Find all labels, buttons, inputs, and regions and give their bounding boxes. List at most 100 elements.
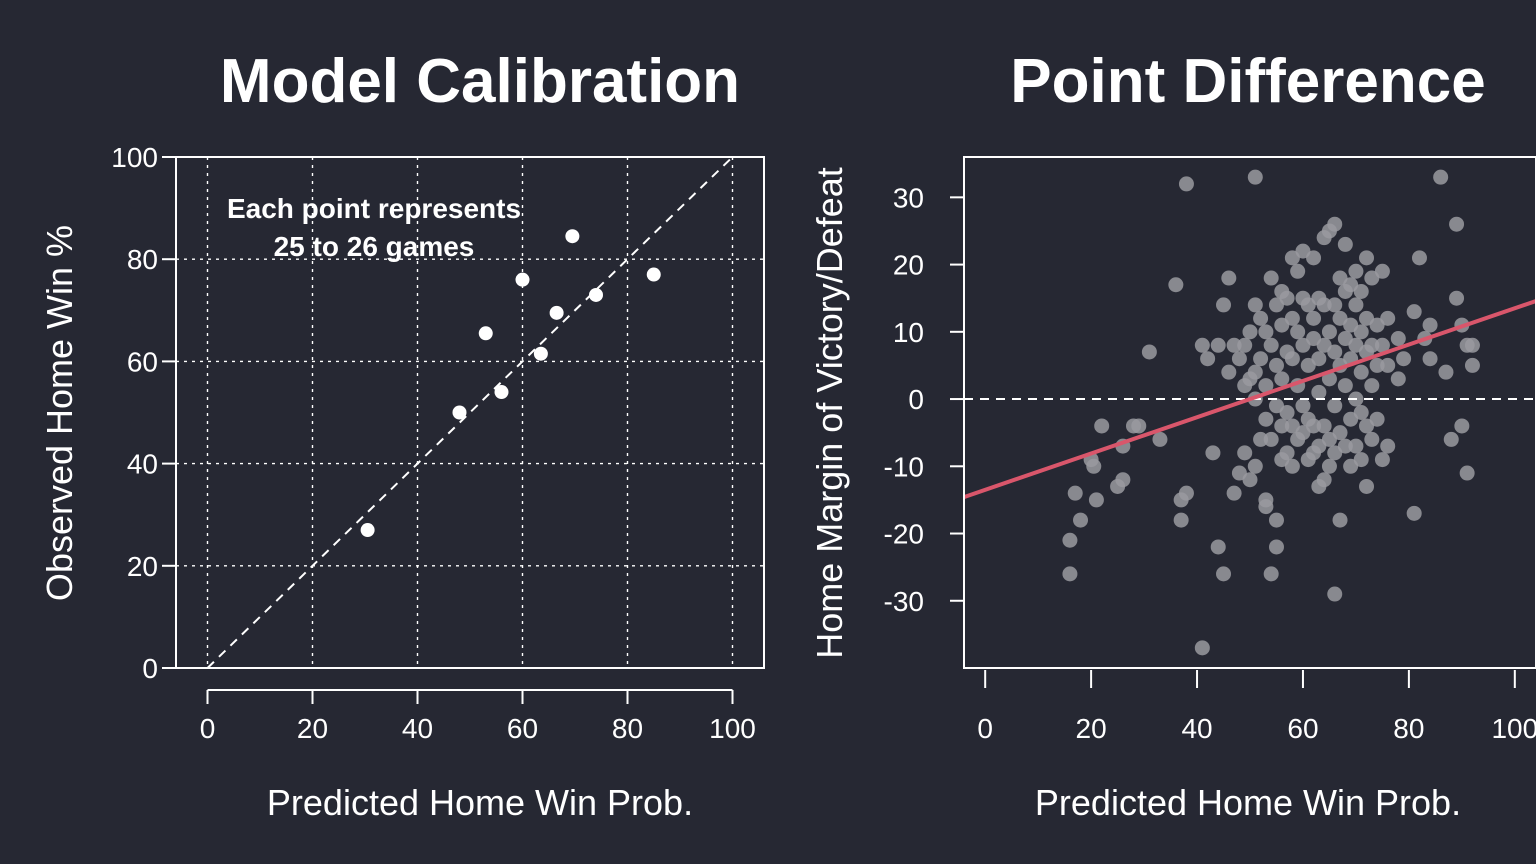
calibration-reference-line <box>206 156 734 669</box>
point-difference-point <box>1131 418 1147 434</box>
point-difference-point <box>1253 351 1269 367</box>
point-difference-point <box>1062 532 1078 548</box>
point-difference-point <box>1284 310 1300 326</box>
point-difference-y-tick-label: -20 <box>884 519 924 550</box>
point-difference-point <box>1168 277 1184 293</box>
point-difference-point <box>1374 337 1390 353</box>
point-difference-point <box>1141 344 1157 360</box>
point-difference-point <box>1337 236 1353 252</box>
point-difference-point <box>1327 297 1343 313</box>
point-difference-title: Point Difference <box>1010 47 1485 116</box>
point-difference-y-tick-label: -30 <box>884 586 924 617</box>
point-difference-point <box>1200 351 1216 367</box>
point-difference-point <box>1258 499 1274 515</box>
calibration-x-ticks: 0 20 40 60 80 100 <box>200 689 756 744</box>
point-difference-point <box>1380 310 1396 326</box>
point-difference-point <box>1396 351 1412 367</box>
point-difference-point <box>1364 378 1380 394</box>
calibration-x-axis-label: Predicted Home Win Prob. <box>267 782 693 823</box>
point-difference-point <box>1316 418 1332 434</box>
point-difference-point <box>1348 438 1364 454</box>
point-difference-point <box>1369 357 1385 373</box>
point-difference-point <box>1380 438 1396 454</box>
point-difference-point <box>1088 492 1104 508</box>
point-difference-x-tick-label: 80 <box>1393 713 1424 744</box>
point-difference-point <box>1290 263 1306 279</box>
point-difference-point <box>1353 405 1369 420</box>
point-difference-point <box>1327 398 1343 414</box>
point-difference-point <box>1194 337 1210 353</box>
point-difference-point <box>1443 431 1459 447</box>
point-difference-point <box>1327 586 1343 602</box>
point-difference-point <box>1279 445 1295 461</box>
point-difference-point <box>1274 371 1290 387</box>
point-difference-point <box>1364 431 1380 447</box>
calibration-chart: Model Calibration 0 20 40 60 80 100 0 20 40 60 80… <box>39 47 765 823</box>
point-difference-x-tick-label: 60 <box>1287 713 1318 744</box>
point-difference-point <box>1152 431 1168 447</box>
point-difference-point <box>1258 378 1274 394</box>
point-difference-plot-frame <box>963 156 1536 669</box>
point-difference-point <box>1422 351 1438 367</box>
point-difference-point <box>1390 331 1406 347</box>
point-difference-point <box>1210 539 1226 555</box>
point-difference-y-tick-label: 30 <box>893 182 924 213</box>
calibration-point <box>533 346 548 361</box>
calibration-y-tick-label: 40 <box>127 449 158 480</box>
point-difference-point <box>1306 418 1322 434</box>
point-difference-point <box>1253 431 1269 447</box>
point-difference-point <box>1449 290 1465 306</box>
point-difference-y-tick-label: 20 <box>893 250 924 281</box>
point-difference-point <box>1290 324 1306 340</box>
point-difference-point <box>1253 310 1269 326</box>
calibration-point <box>589 287 603 302</box>
point-difference-point <box>1337 378 1353 394</box>
calibration-y-tick-label: 0 <box>142 653 158 684</box>
point-difference-point <box>1337 438 1353 454</box>
point-difference-point <box>1364 337 1380 353</box>
point-difference-point <box>1268 512 1284 528</box>
calibration-y-tick-label: 20 <box>127 551 158 582</box>
calibration-x-tick-label: 20 <box>297 713 328 744</box>
point-difference-point <box>1073 512 1089 528</box>
calibration-point <box>565 229 580 244</box>
point-difference-y-tick-label: 10 <box>893 317 924 348</box>
calibration-point <box>478 326 493 341</box>
point-difference-point <box>1459 465 1475 481</box>
point-difference-point <box>1433 169 1449 185</box>
point-difference-fit-line <box>963 299 1536 499</box>
point-difference-point <box>1216 297 1232 313</box>
point-difference-y-axis-label: Home Margin of Victory/Defeat <box>809 167 850 659</box>
point-difference-point <box>1263 566 1279 582</box>
point-difference-point <box>1380 357 1396 373</box>
point-difference-point <box>1374 263 1390 279</box>
point-difference-point <box>1422 317 1438 333</box>
point-difference-point <box>1263 431 1279 447</box>
point-difference-point <box>1247 297 1263 313</box>
calibration-point <box>360 523 375 538</box>
point-difference-points <box>1062 169 1480 656</box>
calibration-point <box>515 272 530 287</box>
point-difference-point <box>1221 364 1237 380</box>
point-difference-x-tick-label: 0 <box>977 713 993 744</box>
calibration-x-tick-label: 60 <box>507 713 538 744</box>
point-difference-point <box>1449 216 1465 232</box>
point-difference-point <box>1216 566 1232 582</box>
calibration-x-tick-label: 100 <box>709 713 756 744</box>
point-difference-point <box>1274 418 1290 434</box>
calibration-x-tick-label: 0 <box>200 713 216 744</box>
point-difference-point <box>1353 364 1369 380</box>
point-difference-point <box>1226 485 1242 501</box>
calibration-annotation-line-2: 25 to 26 games <box>274 231 475 262</box>
point-difference-point <box>1353 452 1369 468</box>
point-difference-x-tick-label: 40 <box>1181 713 1212 744</box>
point-difference-point <box>1332 512 1348 528</box>
calibration-y-tick-label: 100 <box>111 142 158 173</box>
point-difference-x-tick-label: 100 <box>1491 713 1536 744</box>
calibration-title: Model Calibration <box>220 47 740 116</box>
point-difference-point <box>1210 337 1226 353</box>
point-difference-x-ticks: 0 20 40 60 80 100 <box>977 670 1536 744</box>
point-difference-point <box>1348 263 1364 279</box>
